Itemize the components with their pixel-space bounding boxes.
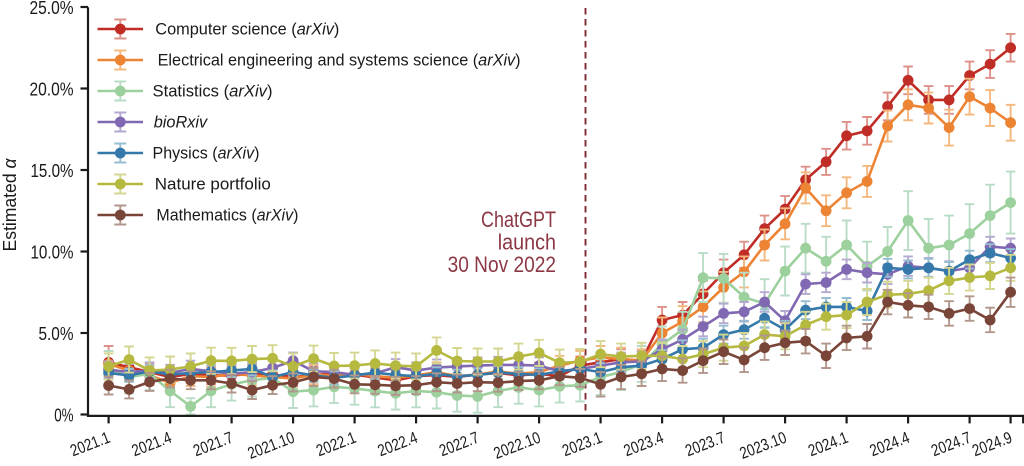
svg-text:15.0%: 15.0%: [31, 161, 74, 181]
svg-text:Electrical engineering and sys: Electrical engineering and systems scien…: [158, 52, 521, 70]
svg-text:launch: launch: [498, 230, 556, 255]
svg-text:Nature portfolio: Nature portfolio: [155, 176, 271, 194]
svg-text:Physics (arXiv): Physics (arXiv): [153, 145, 260, 163]
svg-text:Statistics (arXiv): Statistics (arXiv): [153, 83, 273, 101]
svg-text:25.0%: 25.0%: [30, 0, 74, 18]
svg-text:5.0%: 5.0%: [39, 324, 74, 344]
svg-text:Mathematics (arXiv): Mathematics (arXiv): [156, 207, 298, 225]
svg-text:Computer science (arXiv): Computer science (arXiv): [155, 21, 339, 39]
svg-text:20.0%: 20.0%: [30, 79, 74, 99]
svg-text:0%: 0%: [54, 405, 73, 425]
svg-text:ChatGPT: ChatGPT: [481, 207, 556, 232]
svg-text:30 Nov 2022: 30 Nov 2022: [448, 252, 556, 277]
svg-text:bioRxiv: bioRxiv: [154, 114, 209, 132]
svg-text:Estimated α: Estimated α: [0, 158, 20, 251]
svg-text:10.0%: 10.0%: [31, 242, 74, 262]
